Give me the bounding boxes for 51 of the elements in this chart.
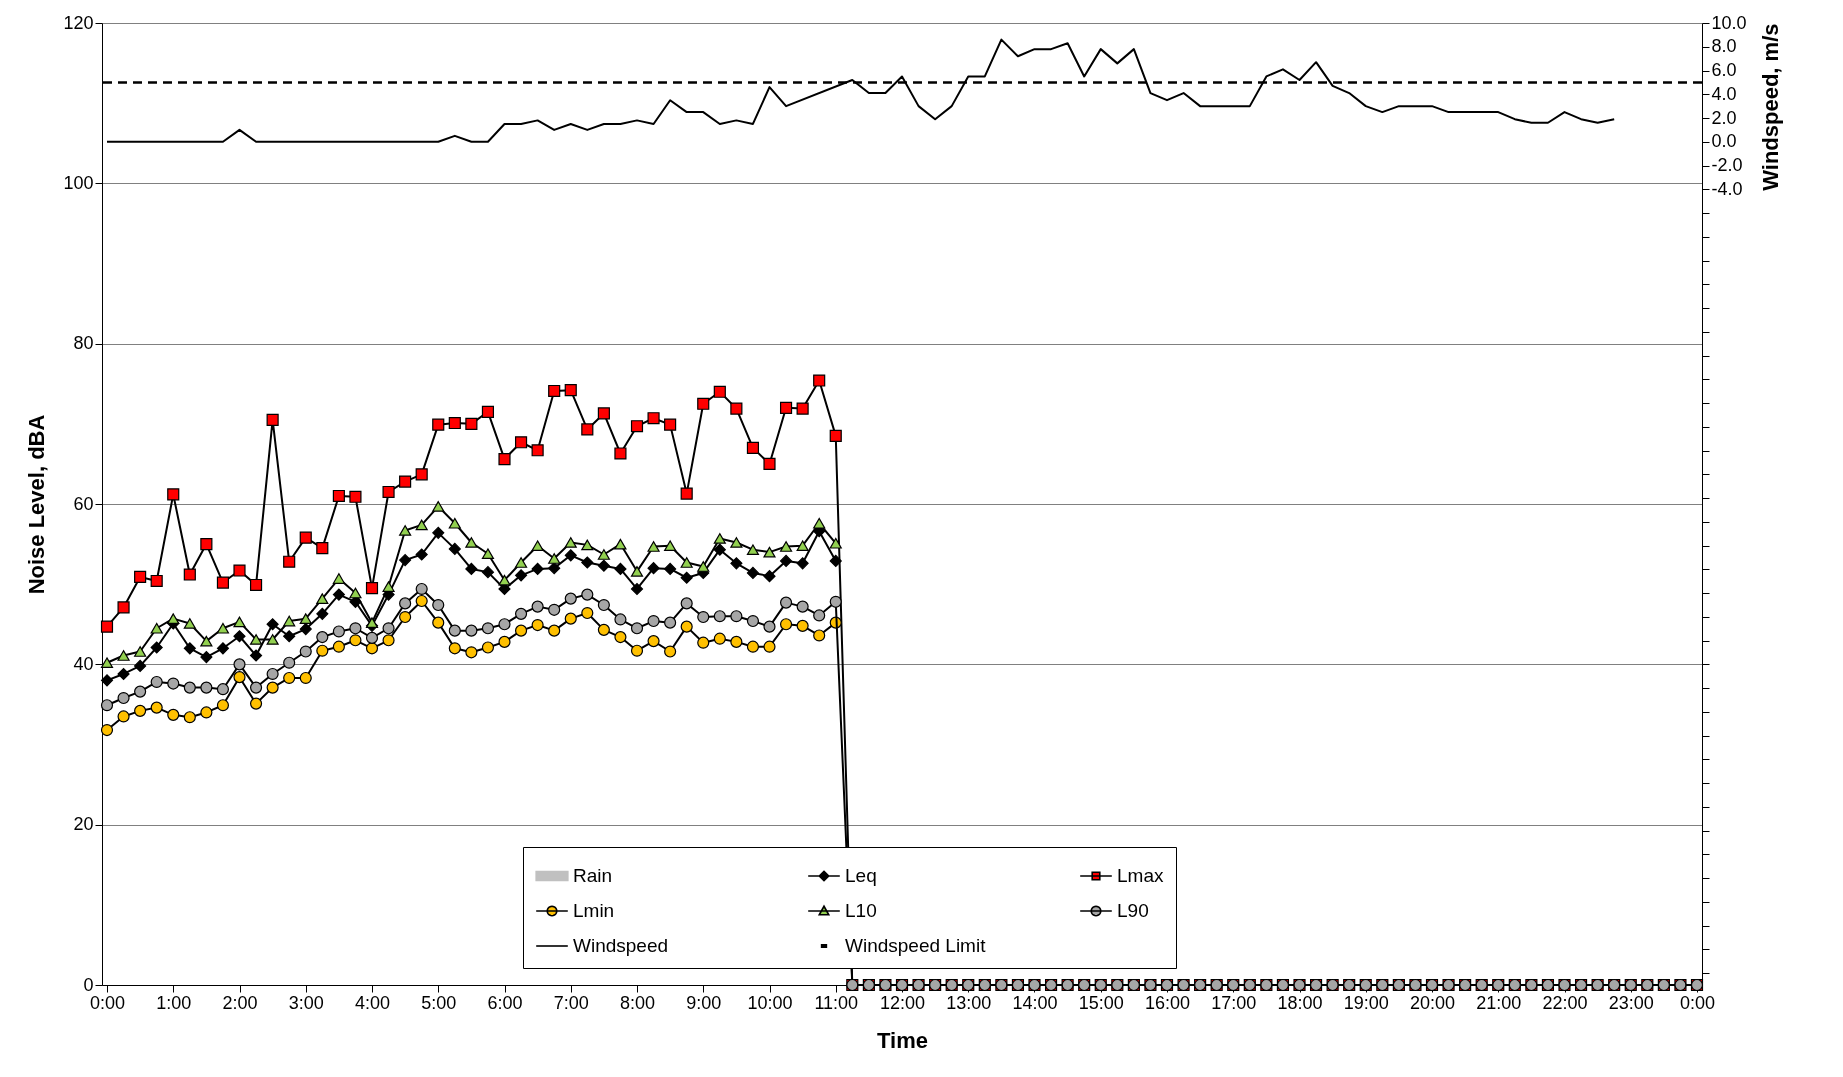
y2-tick-label: 10.0 [1711,12,1747,33]
x-tick-label: 7:00 [553,992,589,1013]
x-tick-label: 11:00 [814,992,859,1013]
y2-tick-label: 8.0 [1711,36,1737,57]
x-tick-label: 8:00 [619,992,656,1013]
x-tick-label: 20:00 [1409,992,1456,1013]
x-tick-label: 5:00 [421,992,457,1013]
x-tick-label: 21:00 [1476,992,1522,1013]
legend-label: L10 [845,900,877,921]
y2-tick-label: -4.0 [1711,178,1743,199]
x-tick-label: 0:00 [1679,992,1716,1013]
x-tick-label: 14:00 [1012,992,1058,1013]
x-tick-label: 16:00 [1144,992,1191,1013]
x-tick-label: 10:00 [747,992,793,1013]
x-axis-title: Time [877,1027,928,1053]
y2-tick-label: 0.0 [1711,131,1737,152]
y-tick-label: 80 [73,333,94,354]
x-tick-label: 18:00 [1277,992,1323,1013]
y2-axis-title: Windspeed, m/s [1757,23,1783,191]
x-tick-label: 19:00 [1343,992,1389,1013]
x-tick-label: 3:00 [288,992,324,1013]
x-tick-label: 1:00 [156,992,192,1013]
x-tick-label: 0:00 [89,992,126,1013]
y2-tick-label: -2.0 [1711,155,1743,176]
y-tick-label: 60 [73,493,94,514]
legend-label: Leq [845,865,877,886]
x-tick-label: 23:00 [1608,992,1654,1013]
y-tick-label: 40 [73,653,94,674]
x-tick-label: 6:00 [487,992,523,1013]
y-tick-label: 20 [73,814,94,835]
y2-tick-label: 4.0 [1711,83,1737,104]
y-axis-title: Noise Level, dBA [24,414,50,595]
legend-label: Windspeed [573,935,669,956]
x-tick-label: 22:00 [1542,992,1588,1013]
y2-tick-label: 6.0 [1711,60,1737,81]
y-tick-label: 0 [83,974,94,995]
x-tick-label: 4:00 [354,992,391,1013]
legend-label: Rain [573,865,613,886]
legend-label: Windspeed Limit [845,935,987,956]
legend-label: Lmax [1117,865,1164,886]
x-tick-label: 12:00 [879,992,926,1013]
y-tick-label: 120 [63,12,94,33]
x-tick-label: 13:00 [946,992,992,1013]
x-tick-label: 9:00 [686,992,722,1013]
legend-label: Lmin [573,900,615,921]
x-tick-label: 15:00 [1078,992,1124,1013]
y-tick-label: 100 [63,172,94,193]
x-tick-label: 17:00 [1211,992,1257,1013]
y2-tick-label: 2.0 [1711,107,1737,128]
legend-label: L90 [1117,900,1149,921]
x-tick-label: 2:00 [222,992,258,1013]
